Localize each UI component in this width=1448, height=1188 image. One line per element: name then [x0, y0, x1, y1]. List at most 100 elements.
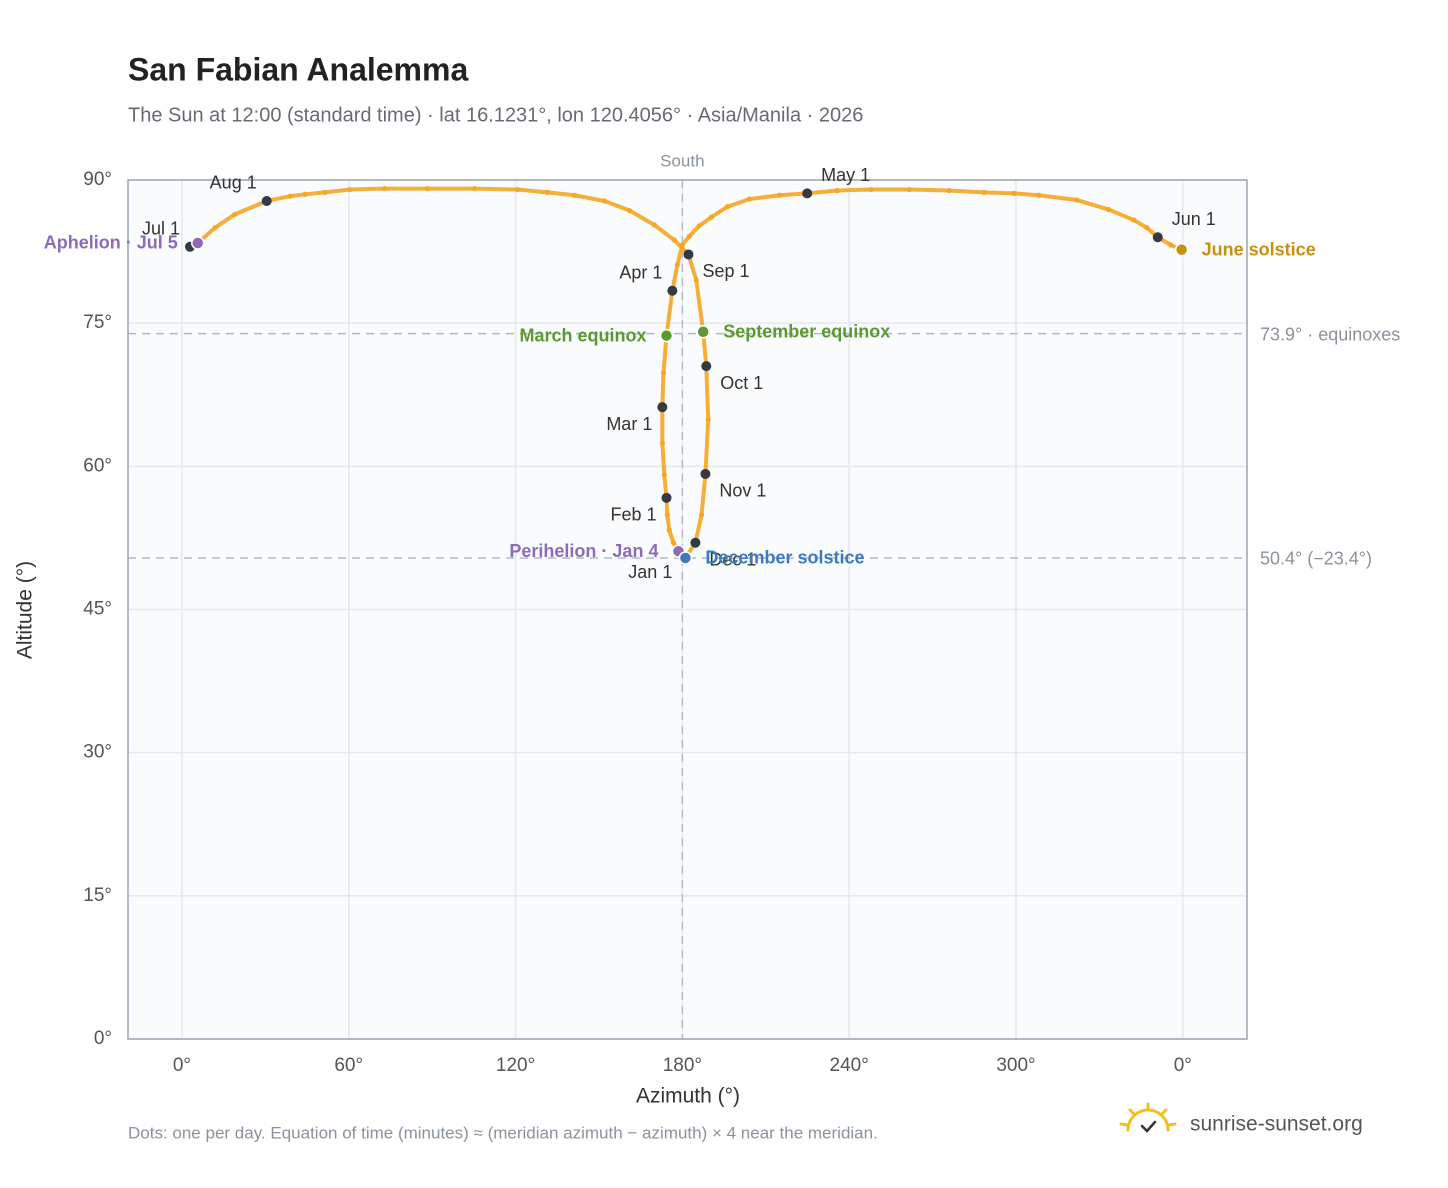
date-label: Sep 1 [702, 261, 749, 281]
date-label: Jun 1 [1172, 209, 1216, 229]
x-tick-label: 0° [173, 1055, 191, 1076]
reference-label: 50.4° (−23.4°) [1260, 549, 1372, 569]
daily-dot [868, 186, 874, 193]
path-segment [1074, 198, 1111, 212]
date-marker [701, 361, 712, 372]
x-tick-label: 60° [334, 1055, 363, 1076]
daily-dot [302, 191, 308, 197]
path-segment [725, 197, 752, 209]
daily-dot [671, 237, 677, 243]
x-axis-title: Azimuth (°) [636, 1085, 740, 1108]
date-label: May 1 [821, 165, 870, 185]
date-label: Dec 1 [709, 549, 756, 569]
brand-name: sunrise-sunset.org [1190, 1113, 1363, 1136]
daily-dot [544, 189, 551, 196]
daily-dot [1036, 192, 1042, 198]
date-label: Apr 1 [619, 262, 662, 282]
path-segment [694, 278, 706, 334]
y-tick-label: 90° [83, 169, 112, 190]
plot-frame [127, 179, 1248, 1040]
y-axis-title: Altitude (°) [14, 561, 37, 659]
path-segment [703, 417, 711, 476]
path-segment [907, 187, 951, 193]
x-tick-label: 240° [830, 1055, 869, 1076]
daily-dot [746, 196, 752, 202]
daily-dot [981, 189, 987, 196]
event-label: June solstice [1202, 239, 1316, 259]
event-marker [678, 551, 693, 565]
daily-dot [666, 527, 672, 533]
path-segment [213, 212, 237, 230]
x-tick-label: 120° [496, 1055, 535, 1076]
path-segment [709, 204, 730, 220]
event-marker [1174, 242, 1189, 257]
daily-dot [601, 198, 608, 204]
daily-dot [696, 223, 702, 229]
date-label: Jan 1 [628, 562, 672, 582]
path-segment [515, 187, 550, 195]
path-segment [982, 190, 1017, 196]
path-segment [805, 188, 840, 196]
reference-label: 73.9° · equinoxes [1260, 324, 1400, 344]
daily-dot [425, 185, 431, 192]
daily-dot [626, 207, 633, 214]
daily-dot [651, 222, 657, 228]
date-marker [1152, 232, 1163, 243]
daily-dot [347, 186, 353, 193]
daily-dot [1144, 225, 1150, 231]
chart-subtitle: The Sun at 12:00 (standard time) · lat 1… [128, 104, 863, 126]
path-segment [545, 190, 577, 198]
event-marker [696, 325, 710, 339]
daily-dot [660, 370, 667, 376]
path-segment [835, 187, 874, 193]
date-label: Nov 1 [719, 481, 766, 501]
daily-dot [946, 187, 952, 194]
daily-dot [705, 416, 711, 423]
date-marker [261, 195, 272, 206]
path-segment [704, 364, 711, 422]
daily-dot [698, 512, 705, 518]
x-tick-label: 0° [1174, 1055, 1192, 1076]
daily-dot [382, 185, 388, 192]
path-segment [472, 186, 520, 192]
daily-dot [1011, 190, 1017, 196]
daily-dot [659, 440, 665, 447]
brand-icon [1119, 1102, 1177, 1133]
date-label: Oct 1 [720, 373, 763, 393]
y-tick-label: 75° [83, 312, 112, 333]
meridian-label: South [660, 151, 704, 170]
date-label: Mar 1 [606, 414, 652, 434]
path-segment [1106, 207, 1136, 223]
daily-dot [679, 242, 685, 248]
path-segment [699, 471, 708, 518]
daily-dot [1168, 242, 1174, 248]
path-segment [652, 222, 677, 243]
path-segment [660, 441, 667, 477]
date-label: Jul 1 [142, 219, 180, 239]
path-segment [747, 193, 782, 202]
daily-dot [1074, 197, 1080, 203]
daily-dot [1131, 217, 1137, 223]
path-segment [1037, 193, 1079, 203]
event-label: Perihelion · Jan 4 [509, 541, 658, 561]
date-marker [683, 249, 694, 260]
y-tick-label: 15° [83, 885, 112, 906]
date-marker [690, 537, 701, 548]
y-tick-label: 0° [94, 1028, 112, 1049]
daily-dot [674, 262, 680, 268]
event-label: March equinox [519, 325, 646, 345]
path-segment [1012, 191, 1042, 198]
daily-dot [776, 192, 782, 198]
x-tick-label: 300° [996, 1055, 1035, 1076]
date-marker [661, 492, 672, 503]
daily-dot [322, 189, 328, 196]
daily-dot [664, 512, 670, 518]
daily-dot [212, 225, 218, 231]
daily-dot [670, 540, 677, 546]
daily-dot [693, 277, 699, 283]
path-segment [572, 193, 607, 203]
chart-title: San Fabian Analemma [128, 51, 468, 87]
path-segment [347, 186, 387, 192]
date-marker [700, 468, 711, 479]
y-tick-label: 45° [83, 599, 112, 620]
